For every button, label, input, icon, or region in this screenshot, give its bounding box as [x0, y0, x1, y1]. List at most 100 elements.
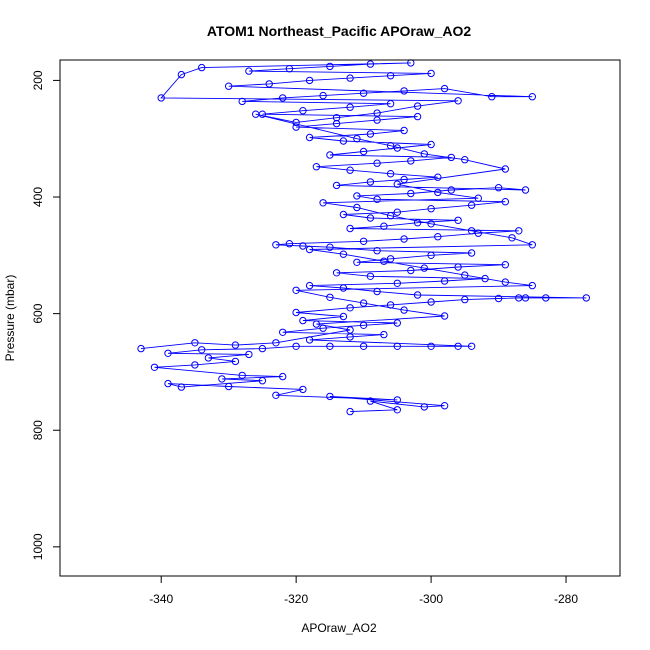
y-tick-label: 600 [31, 303, 45, 323]
data-point [407, 266, 415, 275]
data-point [292, 118, 300, 127]
data-point [400, 126, 408, 135]
data-point [400, 175, 408, 184]
data-point [292, 308, 300, 317]
data-point [279, 328, 287, 336]
data-point [393, 279, 401, 287]
data-point [285, 65, 294, 73]
data-point [319, 199, 327, 207]
x-tick-label: -320 [284, 592, 308, 606]
data-point [393, 144, 401, 152]
data-point [332, 181, 341, 190]
data-point [339, 137, 348, 145]
data-point [515, 227, 523, 235]
data-point [420, 150, 428, 158]
data-point [346, 74, 354, 82]
data-point [339, 210, 348, 219]
data-point [447, 186, 455, 194]
data-point [528, 241, 536, 249]
data-point [326, 293, 334, 301]
data-point [434, 233, 442, 241]
data-point [481, 274, 489, 283]
data-point [346, 304, 354, 312]
data-point [373, 287, 381, 296]
data-point [312, 163, 321, 171]
data-point [366, 397, 375, 405]
data-point [386, 255, 395, 263]
data-point [386, 301, 395, 309]
data-point [521, 186, 530, 194]
data-point [353, 203, 361, 212]
data-point [292, 342, 300, 350]
data-point [177, 383, 186, 391]
data-point [440, 402, 449, 410]
data-point [299, 107, 307, 115]
data-point [359, 147, 368, 156]
data-point [582, 294, 590, 302]
data-point [393, 208, 401, 216]
data-point [467, 227, 476, 235]
plot-area [137, 59, 590, 416]
data-point [279, 94, 287, 102]
data-point [272, 391, 280, 399]
data-point [380, 222, 388, 230]
data-point [353, 135, 361, 143]
data-point [231, 341, 240, 349]
data-point [373, 159, 381, 167]
data-point [420, 403, 428, 411]
data-point [366, 178, 375, 186]
data-point [400, 235, 408, 243]
data-point [501, 261, 509, 269]
data-point [427, 205, 435, 213]
data-point [413, 112, 422, 121]
y-tick-label: 800 [31, 420, 45, 440]
data-point [359, 299, 368, 307]
data-point [467, 249, 476, 257]
data-point [474, 229, 482, 237]
data-point [346, 326, 354, 334]
data-point [380, 330, 388, 339]
data-point [393, 180, 401, 188]
data-point [258, 377, 267, 385]
data-point [292, 286, 300, 294]
data-point [447, 153, 455, 162]
data-point [258, 344, 267, 353]
data-point [326, 342, 334, 350]
data-point [420, 264, 428, 272]
data-point [332, 114, 341, 122]
data-point [440, 84, 449, 93]
data-point [272, 241, 280, 249]
data-point [440, 277, 449, 285]
data-point [528, 281, 536, 290]
data-point [285, 240, 294, 248]
data-point [366, 272, 375, 280]
data-point [245, 350, 253, 359]
data-point [393, 396, 401, 404]
data-point [177, 70, 186, 79]
data-point [454, 263, 462, 271]
data-point [279, 372, 287, 381]
data-point [157, 94, 165, 102]
data-point [231, 357, 240, 366]
data-point [467, 201, 476, 209]
data-point [305, 76, 314, 85]
data-point [353, 258, 361, 266]
x-axis-label: APOraw_AO2 [301, 621, 377, 635]
data-point [265, 80, 273, 88]
data-point [204, 354, 213, 362]
data-point [346, 103, 354, 111]
data-point [326, 62, 334, 71]
data-point [427, 220, 435, 228]
data-point [319, 91, 327, 100]
data-point [386, 142, 395, 150]
data-point [346, 407, 354, 416]
data-point [359, 89, 368, 97]
x-axis: -340 -320 -300 -280 [149, 576, 578, 606]
data-point [164, 349, 172, 357]
data-point [299, 316, 307, 325]
data-point [305, 245, 314, 254]
x-tick-label: -300 [419, 592, 443, 606]
data-point [508, 234, 516, 242]
data-point [373, 109, 381, 117]
